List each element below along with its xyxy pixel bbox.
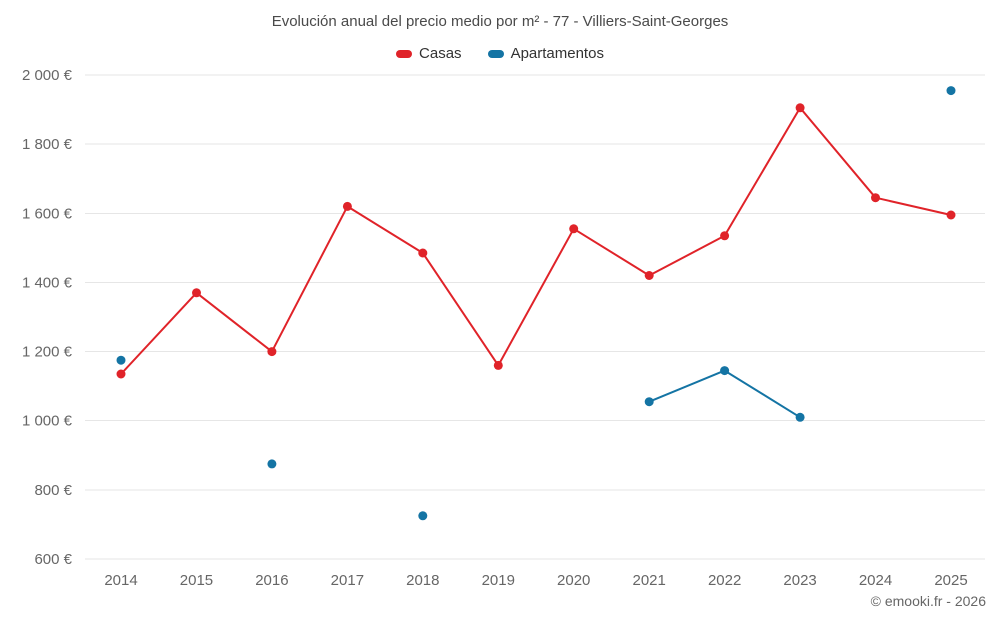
x-axis-label: 2014 bbox=[104, 572, 137, 589]
x-axis-label: 2019 bbox=[482, 572, 515, 589]
data-point-casas-2022[interactable] bbox=[720, 231, 730, 241]
data-point-casas-2025[interactable] bbox=[946, 210, 956, 220]
data-point-casas-2018[interactable] bbox=[418, 248, 428, 258]
x-axis-label: 2018 bbox=[406, 572, 439, 589]
chart-title: Evolución anual del precio medio por m² … bbox=[271, 13, 729, 30]
data-point-casas-2014[interactable] bbox=[116, 369, 126, 379]
data-point-apartamentos-2025[interactable] bbox=[946, 86, 956, 96]
legend-item-casas[interactable]: Casas bbox=[396, 45, 462, 62]
data-point-apartamentos-2023[interactable] bbox=[795, 412, 805, 422]
x-axis-label: 2021 bbox=[632, 572, 665, 589]
series-line-casas bbox=[120, 106, 952, 375]
data-point-casas-2019[interactable] bbox=[493, 360, 503, 370]
y-axis-label: 1 000 € bbox=[22, 413, 73, 430]
y-axis-label: 2 000 € bbox=[22, 67, 73, 84]
x-axis-label: 2020 bbox=[557, 572, 590, 589]
data-point-casas-2024[interactable] bbox=[871, 193, 880, 203]
x-axis-label: 2015 bbox=[180, 572, 213, 589]
data-point-casas-2015[interactable] bbox=[192, 288, 201, 298]
y-axis-label: 800 € bbox=[34, 482, 72, 499]
data-point-casas-2020[interactable] bbox=[569, 224, 579, 234]
data-point-apartamentos-2016[interactable] bbox=[267, 459, 277, 469]
data-point-casas-2021[interactable] bbox=[644, 271, 654, 280]
legend-label: Apartamentos bbox=[510, 45, 604, 62]
x-axis-label: 2016 bbox=[255, 572, 288, 589]
x-axis-label: 2022 bbox=[708, 572, 741, 589]
legend-item-apartamentos[interactable]: Apartamentos bbox=[487, 45, 604, 62]
x-axis-label: 2025 bbox=[934, 572, 967, 589]
y-axis-label: 1 200 € bbox=[22, 344, 73, 361]
x-axis-label: 2024 bbox=[859, 572, 892, 589]
y-axis-label: 1 600 € bbox=[22, 205, 73, 222]
data-point-apartamentos-2014[interactable] bbox=[116, 355, 126, 365]
data-point-casas-2017[interactable] bbox=[342, 201, 352, 211]
legend: Casas Apartamentos bbox=[0, 45, 1000, 62]
legend-marker bbox=[396, 49, 413, 58]
legend-label: Casas bbox=[419, 45, 462, 62]
data-point-apartamentos-2018[interactable] bbox=[418, 511, 428, 521]
y-axis-label: 600 € bbox=[34, 551, 72, 568]
series-line-apartamentos bbox=[648, 369, 802, 419]
data-point-casas-2016[interactable] bbox=[267, 347, 277, 357]
y-axis-label: 1 400 € bbox=[22, 274, 73, 291]
credit-text: © emooki.fr - 2026 bbox=[870, 593, 986, 609]
x-axis-label: 2017 bbox=[331, 572, 364, 589]
data-point-apartamentos-2022[interactable] bbox=[720, 366, 730, 376]
data-point-apartamentos-2021[interactable] bbox=[644, 397, 654, 407]
legend-marker bbox=[487, 49, 504, 58]
y-axis-label: 1 800 € bbox=[22, 136, 73, 153]
x-axis-label: 2023 bbox=[783, 572, 816, 589]
data-point-casas-2023[interactable] bbox=[795, 103, 805, 113]
